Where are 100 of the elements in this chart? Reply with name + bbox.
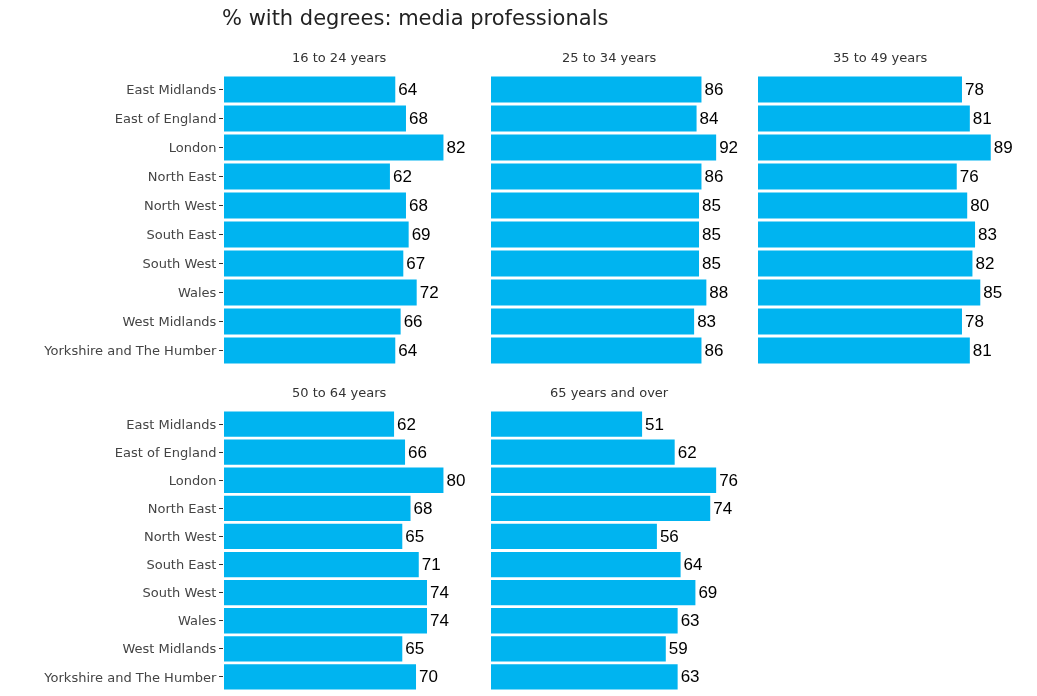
bar <box>491 664 678 690</box>
bar <box>491 337 702 364</box>
bar <box>491 551 681 578</box>
data-label: 70 <box>419 667 438 687</box>
bar <box>224 279 417 306</box>
y-tick-label: East of England <box>114 111 217 127</box>
y-tick-label: West Midlands <box>122 314 217 330</box>
bar <box>224 664 417 690</box>
data-label: 66 <box>408 442 427 462</box>
data-label: 67 <box>406 254 426 273</box>
y-tick-label: South East <box>146 227 217 243</box>
chart-subtitle: 25 to 34 years <box>562 50 657 65</box>
data-label: 88 <box>709 283 729 302</box>
y-tick-label: London <box>168 472 217 488</box>
data-label: 92 <box>719 138 739 157</box>
bar <box>491 134 717 161</box>
data-label: 68 <box>413 498 433 518</box>
data-label: 89 <box>993 138 1013 157</box>
data-label: 84 <box>699 109 719 128</box>
bar <box>224 250 404 277</box>
bar <box>491 221 700 248</box>
data-label: 85 <box>983 283 1003 302</box>
chart-subtitle: 50 to 64 years <box>292 385 387 400</box>
y-tick-label: Wales <box>178 285 217 301</box>
data-label: 65 <box>405 639 425 659</box>
bar <box>491 495 711 521</box>
bar <box>224 337 396 364</box>
data-label: 78 <box>964 312 984 331</box>
bar <box>491 523 657 550</box>
data-label: 86 <box>704 167 724 186</box>
data-label: 69 <box>411 225 431 244</box>
data-label: 85 <box>702 225 721 244</box>
bar <box>224 467 444 493</box>
data-label: 62 <box>397 414 416 434</box>
data-label: 80 <box>970 196 990 215</box>
bar <box>491 163 702 190</box>
data-label: 62 <box>677 442 697 462</box>
data-label: 51 <box>645 414 665 434</box>
y-tick-label: South West <box>142 585 217 601</box>
y-tick-label: North West <box>143 198 217 214</box>
y-tick-label: North West <box>143 529 217 544</box>
data-label: 68 <box>408 109 428 128</box>
bar <box>491 608 678 634</box>
y-tick-label: South West <box>142 256 217 272</box>
data-label: 81 <box>972 341 992 360</box>
data-label: 76 <box>959 167 979 186</box>
bar <box>491 76 702 103</box>
data-label: 64 <box>683 555 703 575</box>
y-tick-label: Yorkshire and The Humber <box>43 343 218 359</box>
data-label: 65 <box>405 526 425 546</box>
data-label: 59 <box>668 639 688 659</box>
data-label: 85 <box>702 196 721 215</box>
y-tick-label: East Midlands <box>126 82 217 98</box>
data-label: 69 <box>698 583 718 603</box>
bar <box>491 439 675 465</box>
data-label: 74 <box>429 583 449 603</box>
bar <box>491 279 707 306</box>
data-label: 86 <box>704 80 724 99</box>
data-label: 78 <box>964 80 984 99</box>
bar <box>491 308 695 335</box>
bar <box>224 105 406 132</box>
y-tick-label: East of England <box>114 444 217 460</box>
chart-subtitle: 16 to 24 years <box>292 50 387 65</box>
bar <box>224 221 409 248</box>
data-label: 66 <box>403 312 423 331</box>
bar <box>224 163 390 190</box>
y-tick-label: Wales <box>178 613 217 629</box>
data-label: 85 <box>702 254 721 273</box>
data-label: 71 <box>421 555 441 575</box>
bar <box>224 495 411 521</box>
data-label: 83 <box>697 312 717 331</box>
bar <box>491 580 696 606</box>
data-label: 63 <box>680 667 700 687</box>
data-label: 63 <box>680 611 700 631</box>
data-label: 74 <box>713 498 733 518</box>
chart-title: % with degrees: media professionals <box>222 6 609 30</box>
y-tick-label: East Midlands <box>126 416 217 432</box>
bar <box>491 250 700 277</box>
bar <box>224 523 403 550</box>
data-label: 64 <box>398 80 418 99</box>
bar <box>224 580 427 606</box>
chart-subtitle: 65 years and over <box>550 385 669 400</box>
bar <box>224 636 403 662</box>
data-label: 81 <box>972 109 992 128</box>
data-label: 82 <box>975 254 995 273</box>
bar <box>491 105 697 132</box>
data-label: 64 <box>398 341 418 360</box>
bar <box>224 192 406 219</box>
y-tick-label: London <box>168 140 217 156</box>
bar <box>224 608 427 634</box>
data-label: 56 <box>659 526 679 546</box>
data-label: 82 <box>446 138 466 157</box>
data-label: 80 <box>446 470 466 490</box>
y-tick-label: North East <box>147 169 217 185</box>
bar <box>491 411 643 437</box>
y-tick-label: South East <box>146 557 217 573</box>
bar <box>224 134 444 161</box>
data-label: 62 <box>392 167 412 186</box>
bar <box>224 551 419 578</box>
y-tick-label: West Midlands <box>122 641 217 657</box>
